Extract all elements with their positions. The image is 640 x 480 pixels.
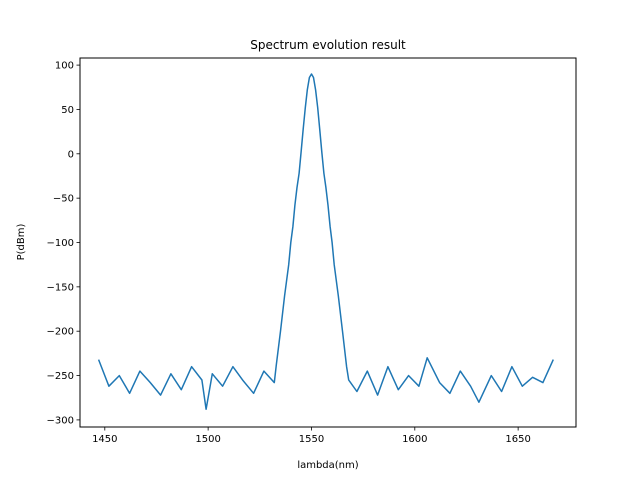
y-axis-ticks: 100 50 0 −50 −100 −150 −200 −250 −300 xyxy=(47,61,80,426)
x-tick-label: 1550 xyxy=(299,434,324,445)
y-axis-label: P(dBm) xyxy=(16,224,27,261)
x-tick-label: 1500 xyxy=(195,434,220,445)
x-axis-ticks: 1450 1500 1550 1600 1650 xyxy=(92,427,531,445)
x-tick-label: 1600 xyxy=(402,434,427,445)
y-tick-label: −250 xyxy=(47,371,74,382)
x-tick-label: 1650 xyxy=(505,434,530,445)
chart-title: Spectrum evolution result xyxy=(250,38,406,52)
y-tick-label: −200 xyxy=(47,327,74,338)
y-tick-label: 100 xyxy=(55,61,74,72)
x-axis-label: lambda(nm) xyxy=(297,460,358,471)
y-tick-label: 50 xyxy=(61,105,74,116)
plot-area xyxy=(79,57,577,428)
y-tick-label: −300 xyxy=(47,415,74,426)
x-tick-label: 1450 xyxy=(92,434,117,445)
y-tick-label: 0 xyxy=(68,149,74,160)
y-tick-label: −100 xyxy=(47,238,74,249)
y-tick-label: −50 xyxy=(53,194,74,205)
series-line xyxy=(97,73,554,411)
y-tick-label: −150 xyxy=(47,282,74,293)
series-layer xyxy=(97,73,554,411)
